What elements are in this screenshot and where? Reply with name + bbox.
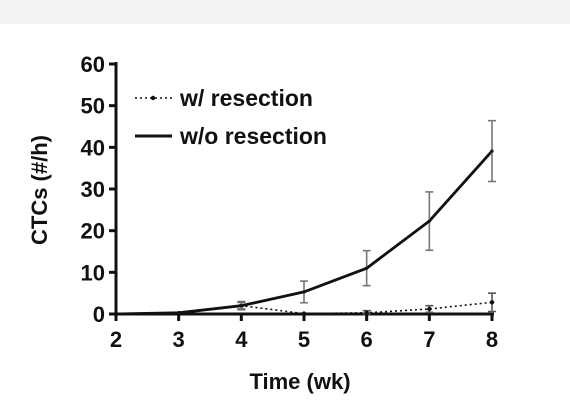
data-point	[177, 311, 181, 315]
x-tick-label: 2	[110, 327, 122, 352]
y-axis-label: CTCs (#/h)	[27, 135, 52, 245]
data-point	[239, 304, 243, 308]
x-tick-label: 6	[361, 327, 373, 352]
x-tick-label: 7	[423, 327, 435, 352]
data-point	[301, 311, 307, 316]
data-point	[490, 149, 494, 153]
top-strip	[0, 0, 570, 24]
legend-label: w/ resection	[179, 85, 313, 111]
y-tick-label: 50	[81, 94, 105, 119]
data-point	[114, 312, 118, 316]
y-tick-label: 60	[81, 52, 105, 77]
y-tick-label: 40	[81, 135, 105, 160]
ticks: 0 10 20 30 40 50 60 2 3 4 5 6 7 8	[81, 52, 499, 352]
data-point	[364, 310, 369, 315]
series-layer	[113, 119, 496, 317]
y-tick-label: 0	[93, 302, 105, 327]
x-tick-label: 8	[486, 327, 498, 352]
x-tick-label: 3	[173, 327, 185, 352]
legend: w/ resection w/o resection	[135, 85, 327, 149]
legend-marker	[150, 95, 156, 101]
y-tick-label: 30	[81, 177, 105, 202]
y-tick-label: 20	[81, 219, 105, 244]
x-axis-label: Time (wk)	[249, 369, 350, 394]
data-point	[302, 290, 306, 294]
data-point	[365, 266, 369, 270]
x-tick-label: 4	[235, 327, 248, 352]
data-point	[489, 300, 495, 305]
legend-label: w/o resection	[179, 123, 327, 149]
data-point	[427, 219, 431, 223]
data-point	[427, 306, 432, 312]
y-tick-label: 10	[81, 260, 105, 285]
x-tick-label: 5	[298, 327, 310, 352]
